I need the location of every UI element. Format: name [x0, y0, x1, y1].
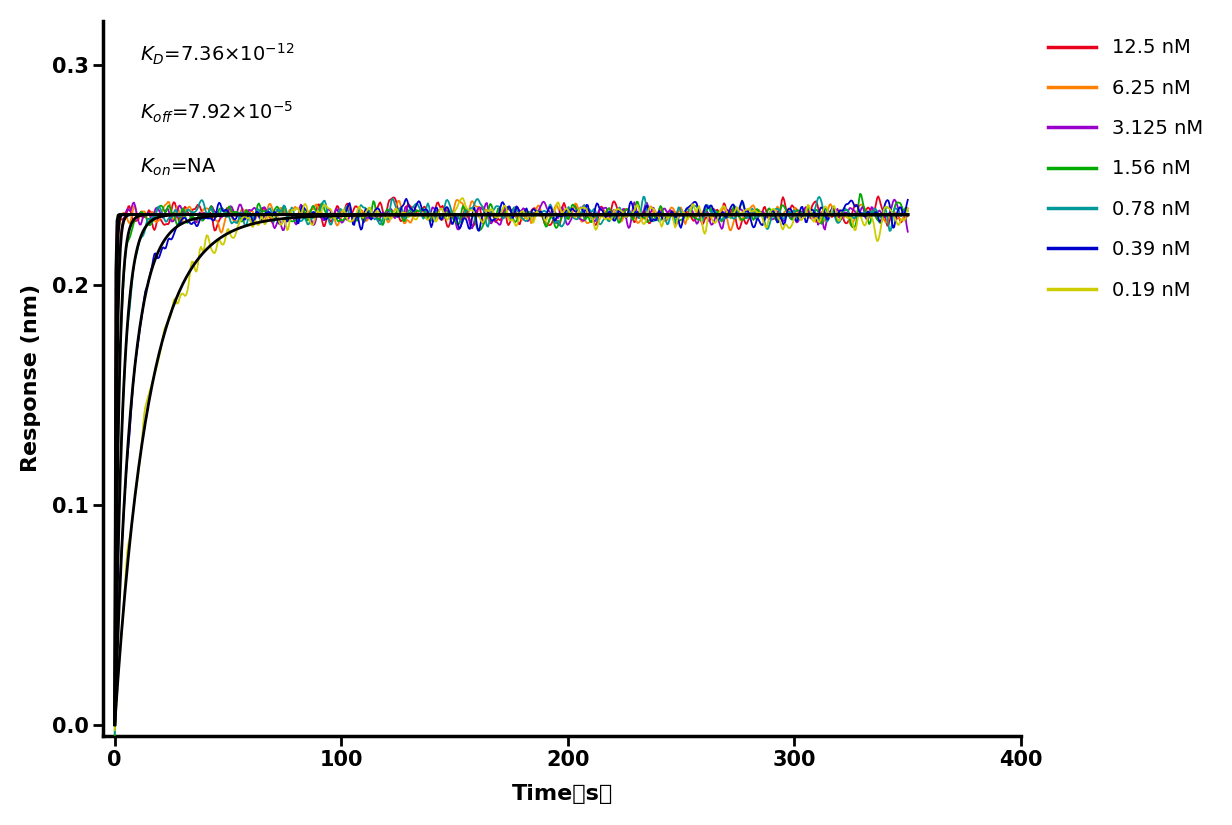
Legend: 12.5 nM, 6.25 nM, 3.125 nM, 1.56 nM, 0.78 nM, 0.39 nM, 0.19 nM: 12.5 nM, 6.25 nM, 3.125 nM, 1.56 nM, 0.7… — [1040, 31, 1211, 308]
X-axis label: Time（s）: Time（s） — [511, 785, 612, 804]
Text: $K_{on}$=NA: $K_{on}$=NA — [140, 157, 217, 178]
Y-axis label: Response (nm): Response (nm) — [21, 284, 41, 473]
Text: $K_D$=7.36×10$^{-12}$: $K_D$=7.36×10$^{-12}$ — [140, 42, 294, 68]
Text: $K_{off}$=7.92×10$^{-5}$: $K_{off}$=7.92×10$^{-5}$ — [140, 100, 293, 125]
